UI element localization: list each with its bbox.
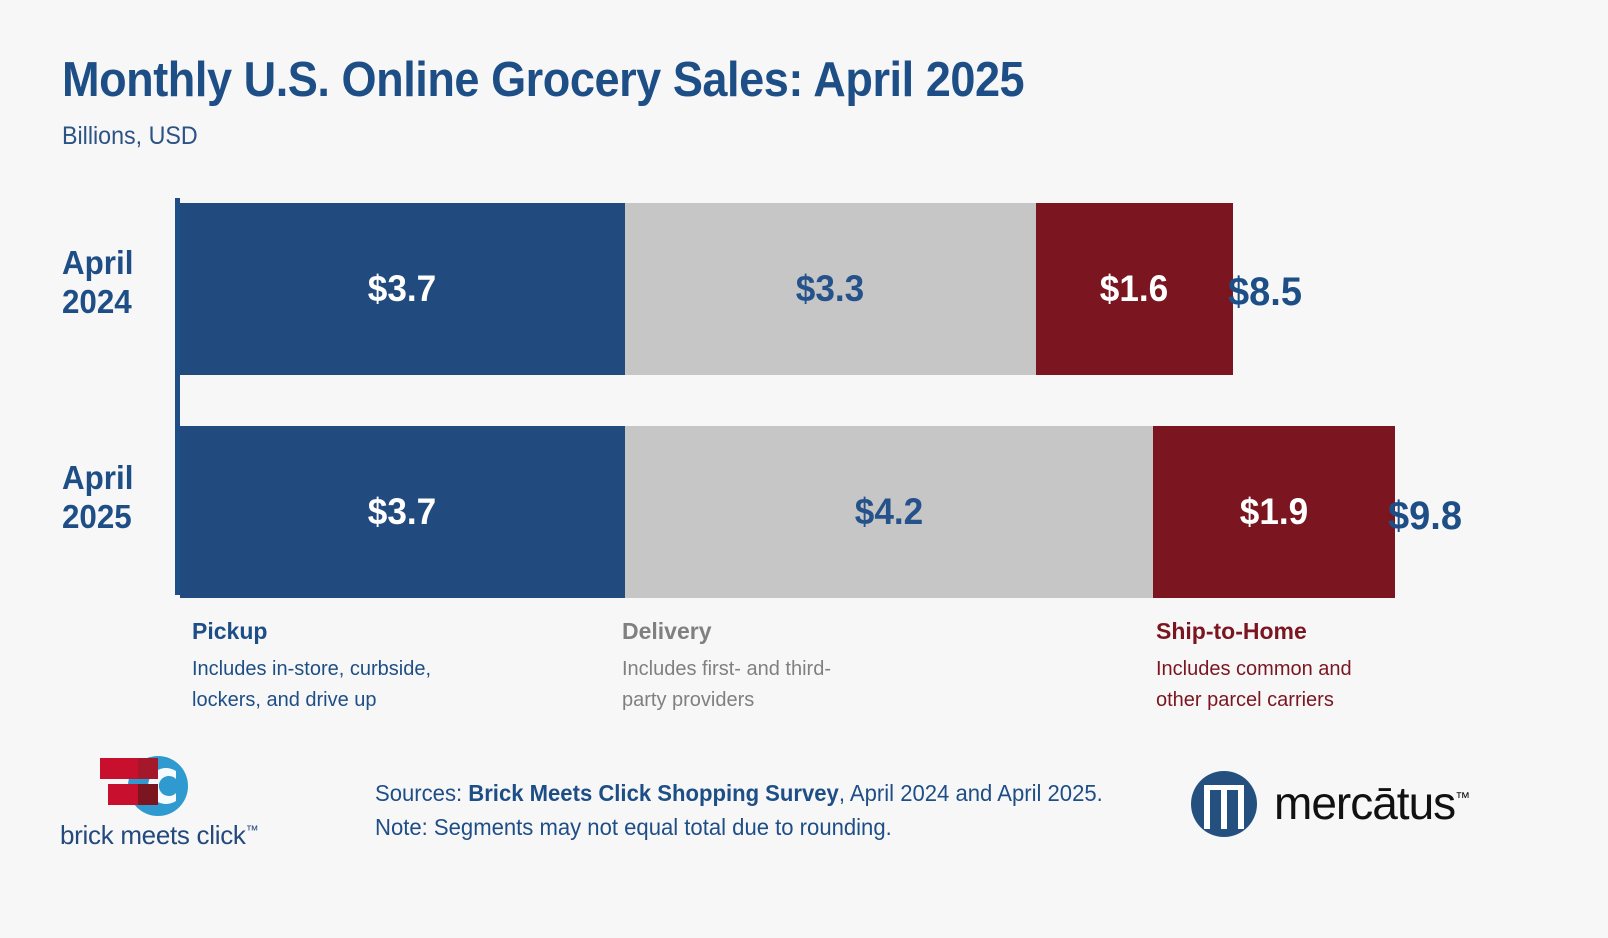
bar-segment-ship-to-home[interactable]: $1.9 <box>1153 426 1395 598</box>
category-label-line1: April <box>62 244 134 281</box>
legend-description-line2: party providers <box>622 689 755 711</box>
legend-description: Includes common and other parcel carrier… <box>1156 654 1352 716</box>
page-title: Monthly U.S. Online Grocery Sales: April… <box>62 53 1025 107</box>
category-label-april-2024: April 2024 <box>62 243 167 321</box>
bar-segment-delivery[interactable]: $4.2 <box>625 426 1153 598</box>
y-axis-line <box>175 198 180 595</box>
legend-description-line2: other parcel carriers <box>1156 689 1334 711</box>
legend-description-line1: Includes common and <box>1156 658 1352 680</box>
sources-line: Sources: Brick Meets Click Shopping Surv… <box>375 776 1103 810</box>
bmc-trademark: ™ <box>245 822 259 838</box>
legend-title: Pickup <box>192 618 268 644</box>
mercatus-columns-icon <box>1191 771 1257 837</box>
sources-suffix: , April 2024 and April 2025. <box>838 780 1103 806</box>
sources-survey-name: Brick Meets Click Shopping Survey <box>468 780 839 806</box>
legend-description-line2: lockers, and drive up <box>192 689 377 711</box>
legend-title: Ship-to-Home <box>1156 618 1307 644</box>
bar-segment-value: $3.7 <box>368 491 437 532</box>
category-label-line2: 2025 <box>62 498 132 535</box>
legend-description: Includes in-store, curbside, lockers, an… <box>192 654 431 716</box>
category-label-line1: April <box>62 459 134 496</box>
bar-segment-delivery[interactable]: $3.3 <box>625 203 1036 375</box>
legend-description-line1: Includes first- and third- <box>622 658 831 680</box>
mercatus-logo: mercātus™ <box>1190 770 1500 840</box>
bar-segment-value: $3.7 <box>368 268 437 309</box>
bar-total-label-april-2024: $8.5 <box>1228 270 1302 314</box>
brick-meets-click-mark-icon <box>100 756 188 816</box>
sources-prefix: Sources: <box>375 780 469 806</box>
legend-description-line1: Includes in-store, curbside, <box>192 658 432 680</box>
mercatus-wordmark: mercātus™ <box>1274 776 1470 830</box>
sources-note: Sources: Brick Meets Click Shopping Surv… <box>375 776 1103 844</box>
bar-segment-value: $1.9 <box>1239 491 1309 532</box>
legend-description: Includes first- and third- party provide… <box>622 654 831 716</box>
bmc-wordmark-text: brick meets click <box>60 820 246 850</box>
brick-meets-click-logo: brick meets click™ <box>60 752 320 857</box>
legend-title: Delivery <box>622 618 712 644</box>
legend-entry-ship-to-home: Ship-to-Home Includes common and other p… <box>1156 618 1352 716</box>
mercatus-wordmark-text: mercātus <box>1274 777 1456 829</box>
brick-meets-click-wordmark: brick meets click™ <box>60 820 320 851</box>
bar-segment-value: $1.6 <box>1100 268 1169 309</box>
bar-segment-value: $4.2 <box>854 491 924 532</box>
legend-entry-pickup: Pickup Includes in-store, curbside, lock… <box>192 618 431 716</box>
category-label-april-2025: April 2025 <box>62 458 167 536</box>
mercatus-trademark: ™ <box>1455 789 1471 807</box>
bar-segment-pickup[interactable]: $3.7 <box>180 426 625 598</box>
legend-entry-delivery: Delivery Includes first- and third- part… <box>622 618 831 716</box>
bar-segment-ship-to-home[interactable]: $1.6 <box>1036 203 1233 375</box>
rounding-note: Note: Segments may not equal total due t… <box>375 814 892 840</box>
chart-subtitle: Billions, USD <box>62 122 198 150</box>
chart-header: Monthly U.S. Online Grocery Sales: April… <box>62 52 1108 151</box>
bar-total-label-april-2025: $9.8 <box>1388 494 1462 538</box>
bar-segment-value: $3.3 <box>796 268 865 309</box>
bar-segment-pickup[interactable]: $3.7 <box>180 203 625 375</box>
category-label-line2: 2024 <box>62 283 132 320</box>
